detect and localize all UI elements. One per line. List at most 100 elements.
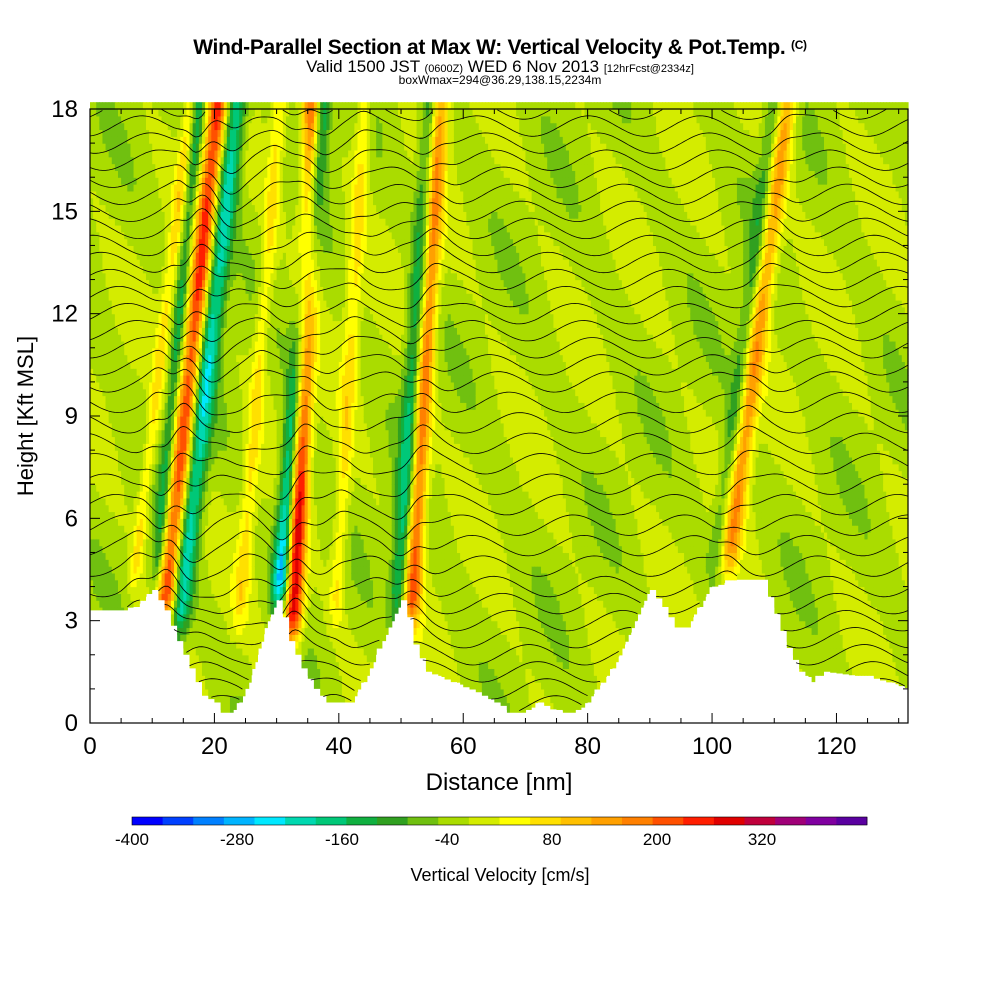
velocity-cell: [223, 675, 228, 683]
velocity-cell: [180, 613, 184, 622]
velocity-cell: [186, 218, 191, 226]
velocity-cell: [121, 204, 125, 212]
velocity-cell: [254, 620, 259, 629]
velocity-cell: [121, 402, 125, 410]
velocity-cell: [124, 327, 128, 335]
velocity-cell: [130, 511, 135, 519]
velocity-cell: [124, 313, 128, 322]
velocity-cell: [145, 218, 150, 226]
velocity-cell: [149, 422, 153, 431]
velocity-cell: [142, 463, 147, 472]
velocity-cell: [149, 395, 153, 403]
velocity-cell: [223, 552, 228, 560]
velocity-cell: [173, 245, 178, 253]
velocity-cell: [111, 218, 116, 226]
velocity-cell: [124, 395, 128, 403]
velocity-cell: [226, 422, 231, 431]
velocity-cell: [142, 163, 147, 171]
velocity-cell: [233, 313, 237, 322]
velocity-cell: [155, 320, 160, 328]
velocity-cell: [136, 545, 141, 554]
velocity-cell: [251, 218, 256, 226]
velocity-cell: [186, 477, 191, 485]
velocity-cell: [208, 634, 212, 642]
velocity-cell: [127, 531, 132, 540]
velocity-cell: [114, 511, 119, 519]
velocity-cell: [99, 545, 104, 554]
velocity-cell: [108, 484, 113, 492]
velocity-cell: [186, 109, 191, 117]
velocity-cell: [117, 143, 122, 151]
velocity-cell: [220, 647, 225, 656]
velocity-cell: [155, 245, 160, 253]
velocity-cell: [149, 149, 153, 158]
velocity-cell: [201, 197, 206, 206]
velocity-cell: [180, 115, 184, 124]
velocity-cell: [136, 566, 141, 574]
velocity-cell: [105, 566, 110, 574]
velocity-cell: [158, 429, 163, 438]
velocity-cell: [158, 422, 163, 431]
velocity-cell: [130, 313, 135, 322]
velocity-cell: [105, 327, 110, 335]
velocity-cell: [248, 525, 253, 533]
velocity-cell: [177, 143, 181, 151]
velocity-cell: [208, 395, 212, 403]
velocity-cell: [261, 613, 265, 622]
velocity-cell: [127, 586, 132, 594]
velocity-cell: [136, 293, 141, 301]
velocity-cell: [208, 647, 212, 656]
velocity-cell: [245, 177, 250, 185]
velocity-cell: [121, 211, 125, 219]
velocity-cell: [121, 531, 125, 540]
velocity-cell: [205, 497, 209, 506]
velocity-cell: [261, 620, 265, 629]
velocity-cell: [117, 525, 122, 533]
velocity-cell: [217, 388, 222, 397]
velocity-cell: [242, 463, 247, 472]
velocity-cell: [124, 122, 128, 131]
velocity-cell: [158, 129, 163, 137]
velocity-cell: [217, 300, 222, 308]
velocity-cell: [201, 552, 206, 560]
velocity-cell: [245, 436, 250, 444]
velocity-cell: [239, 320, 243, 328]
velocity-cell: [130, 252, 135, 260]
velocity-cell: [186, 340, 191, 349]
velocity-cell: [254, 456, 259, 465]
velocity-cell: [183, 340, 188, 349]
velocity-cell: [96, 293, 100, 301]
velocity-cell: [239, 688, 243, 697]
velocity-cell: [242, 531, 247, 540]
velocity-cell: [257, 525, 262, 533]
velocity-cell: [127, 354, 132, 363]
velocity-cell: [211, 668, 216, 676]
velocity-cell: [186, 593, 191, 601]
velocity-cell: [245, 682, 250, 690]
velocity-cell: [102, 586, 107, 594]
velocity-cell: [198, 109, 203, 117]
velocity-cell: [248, 600, 253, 608]
velocity-cell: [208, 340, 212, 349]
velocity-cell: [217, 129, 222, 137]
velocity-cell: [251, 231, 256, 240]
velocity-cell: [180, 340, 184, 349]
velocity-cell: [211, 327, 216, 335]
velocity-cell: [167, 245, 172, 253]
velocity-cell: [236, 265, 240, 274]
velocity-cell: [152, 340, 156, 349]
velocity-cell: [145, 477, 150, 485]
velocity-cell: [136, 518, 141, 526]
velocity-cell: [220, 607, 225, 615]
velocity-cell: [173, 538, 178, 547]
velocity-cell: [108, 354, 113, 363]
velocity-cell: [170, 436, 175, 444]
velocity-cell: [195, 143, 200, 151]
velocity-cell: [198, 607, 203, 615]
velocity-cell: [245, 102, 250, 110]
velocity-cell: [233, 286, 237, 294]
velocity-cell: [214, 340, 219, 349]
velocity-cell: [117, 545, 122, 554]
velocity-cell: [152, 156, 156, 165]
velocity-cell: [145, 552, 150, 560]
